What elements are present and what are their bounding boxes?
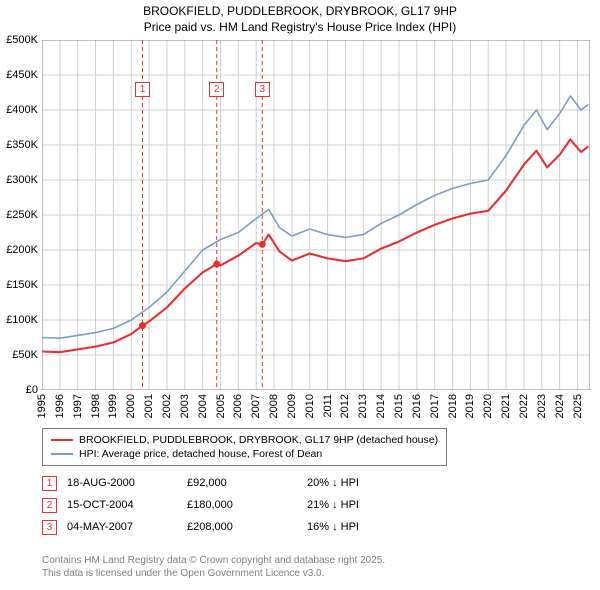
sale-marker: 2: [209, 82, 224, 97]
x-tick-label: 2010: [304, 394, 316, 418]
x-tick-label: 2019: [464, 394, 476, 418]
x-tick-label: 2011: [322, 394, 334, 418]
y-tick-label: £250K: [6, 209, 38, 221]
footer-line-1: Contains HM Land Registry data © Crown c…: [42, 554, 385, 567]
sale-date: 15-OCT-2004: [57, 499, 177, 511]
x-tick-label: 2002: [161, 394, 173, 418]
sale-price: £180,000: [177, 499, 297, 511]
sale-price: £92,000: [177, 477, 297, 489]
sale-marker: 3: [255, 82, 270, 97]
y-tick-label: £400K: [6, 104, 38, 116]
y-tick-label: £100K: [6, 314, 38, 326]
sale-marker: 1: [135, 82, 150, 97]
sale-row: 118-AUG-2000£92,00020% ↓ HPI: [42, 472, 417, 494]
x-tick-label: 2020: [482, 394, 494, 418]
y-tick-label: £350K: [6, 139, 38, 151]
y-tick-label: £450K: [6, 69, 38, 81]
legend-item: HPI: Average price, detached house, Fore…: [51, 448, 438, 460]
x-tick-label: 2018: [447, 394, 459, 418]
sale-row-marker: 1: [42, 476, 57, 491]
sale-row-marker: 3: [42, 520, 57, 535]
sale-row-marker: 2: [42, 498, 57, 513]
x-tick-label: 2022: [518, 394, 530, 418]
x-tick-label: 2005: [215, 394, 227, 418]
footer-line-2: This data is licensed under the Open Gov…: [42, 567, 385, 580]
x-tick-label: 2008: [268, 394, 280, 418]
sale-date: 18-AUG-2000: [57, 477, 177, 489]
x-tick-label: 2001: [143, 394, 155, 418]
x-tick-label: 2016: [411, 394, 423, 418]
x-tick-label: 1998: [90, 394, 102, 418]
x-tick-label: 2003: [179, 394, 191, 418]
x-tick-label: 2017: [429, 394, 441, 418]
y-tick-label: £200K: [6, 244, 38, 256]
x-tick-label: 1997: [72, 394, 84, 418]
legend-label: HPI: Average price, detached house, Fore…: [79, 448, 322, 460]
plot-svg: [42, 40, 590, 390]
x-tick-label: 2007: [250, 394, 262, 418]
sale-date: 04-MAY-2007: [57, 521, 177, 533]
y-tick-label: £150K: [6, 279, 38, 291]
x-tick-label: 1999: [107, 394, 119, 418]
sale-change: 21% ↓ HPI: [297, 499, 417, 511]
title-line-2: Price paid vs. HM Land Registry's House …: [0, 20, 600, 36]
title-block: BROOKFIELD, PUDDLEBROOK, DRYBROOK, GL17 …: [0, 0, 600, 35]
sales-table: 118-AUG-2000£92,00020% ↓ HPI215-OCT-2004…: [42, 472, 417, 538]
legend-swatch: [51, 453, 73, 455]
sale-row: 215-OCT-2004£180,00021% ↓ HPI: [42, 494, 417, 516]
x-tick-label: 2014: [375, 394, 387, 418]
sale-price: £208,000: [177, 521, 297, 533]
sale-change: 16% ↓ HPI: [297, 521, 417, 533]
x-tick-label: 2000: [125, 394, 137, 418]
x-tick-label: 2025: [572, 394, 584, 418]
legend-label: BROOKFIELD, PUDDLEBROOK, DRYBROOK, GL17 …: [79, 434, 438, 446]
y-tick-label: £500K: [6, 34, 38, 46]
title-line-1: BROOKFIELD, PUDDLEBROOK, DRYBROOK, GL17 …: [0, 4, 600, 20]
x-tick-label: 2015: [393, 394, 405, 418]
footer: Contains HM Land Registry data © Crown c…: [42, 554, 385, 580]
sale-change: 20% ↓ HPI: [297, 477, 417, 489]
x-tick-label: 1995: [36, 394, 48, 418]
legend-swatch: [51, 439, 73, 441]
x-tick-label: 1996: [54, 394, 66, 418]
plot-area: [42, 40, 590, 390]
x-tick-label: 2012: [339, 394, 351, 418]
x-tick-label: 2006: [232, 394, 244, 418]
sale-row: 304-MAY-2007£208,00016% ↓ HPI: [42, 516, 417, 538]
x-tick-label: 2024: [554, 394, 566, 418]
y-tick-label: £50K: [12, 349, 38, 361]
chart-container: BROOKFIELD, PUDDLEBROOK, DRYBROOK, GL17 …: [0, 0, 600, 590]
x-tick-label: 2013: [357, 394, 369, 418]
x-tick-label: 2021: [500, 394, 512, 418]
x-tick-label: 2009: [286, 394, 298, 418]
x-tick-label: 2004: [197, 394, 209, 418]
x-tick-label: 2023: [536, 394, 548, 418]
legend: BROOKFIELD, PUDDLEBROOK, DRYBROOK, GL17 …: [42, 428, 447, 466]
legend-item: BROOKFIELD, PUDDLEBROOK, DRYBROOK, GL17 …: [51, 434, 438, 446]
y-tick-label: £300K: [6, 174, 38, 186]
